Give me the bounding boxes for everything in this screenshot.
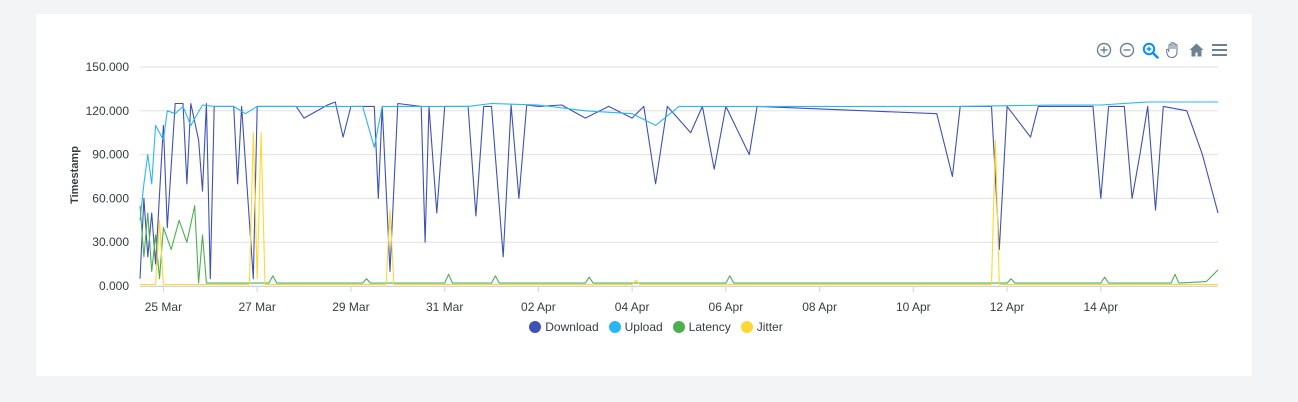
legend-item-jitter[interactable]: Jitter xyxy=(740,320,783,334)
y-axis-title: Timestamp xyxy=(69,146,81,204)
y-tick-label: 150.000 xyxy=(86,60,130,74)
series-line-download[interactable] xyxy=(139,101,1219,280)
x-tick-label: 08 Apr xyxy=(802,300,837,314)
legend-marker xyxy=(608,321,621,333)
zoom-out-icon[interactable] xyxy=(1117,41,1137,59)
chart-legend: Download Upload Latency Jitter xyxy=(0,320,1298,334)
series-line-latency[interactable] xyxy=(139,205,1219,284)
chart-toolbar xyxy=(1094,41,1229,59)
y-tick-label: 30.000 xyxy=(92,235,129,249)
legend-item-latency[interactable]: Latency xyxy=(672,320,731,334)
legend-item-download[interactable]: Download xyxy=(529,320,599,334)
legend-label: Latency xyxy=(688,320,731,334)
x-axis-ticks: 25 Mar 27 Mar 29 Mar 31 Mar 02 Apr 04 Apr 06 A… xyxy=(140,286,1218,314)
zoom-select-icon[interactable] xyxy=(1140,41,1160,59)
zoom-in-icon[interactable] xyxy=(1094,41,1114,59)
x-tick-label: 25 Mar xyxy=(145,300,182,314)
y-tick-label: 0.000 xyxy=(99,279,129,293)
home-reset-icon[interactable] xyxy=(1186,41,1206,59)
y-tick-label: 60.000 xyxy=(92,191,129,205)
series-lines[interactable] xyxy=(139,101,1219,286)
legend-marker xyxy=(740,321,753,333)
x-tick-label: 04 Apr xyxy=(615,300,650,314)
series-line-jitter[interactable] xyxy=(140,132,1218,286)
y-tick-label: 120.000 xyxy=(86,104,130,118)
grid-lines xyxy=(140,66,1218,287)
x-tick-label: 29 Mar xyxy=(332,300,369,314)
legend-label: Download xyxy=(545,320,599,334)
legend-label: Jitter xyxy=(756,320,783,334)
y-tick-label: 90.000 xyxy=(92,148,129,162)
legend-marker xyxy=(672,321,685,333)
x-tick-label: 02 Apr xyxy=(521,300,556,314)
x-tick-label: 06 Apr xyxy=(709,300,744,314)
series-line-upload[interactable] xyxy=(139,101,1218,221)
legend-item-upload[interactable]: Upload xyxy=(608,320,663,334)
chart-card xyxy=(36,14,1252,376)
x-tick-label: 12 Apr xyxy=(990,300,1025,314)
x-tick-label: 14 Apr xyxy=(1083,300,1118,314)
x-tick-label: 27 Mar xyxy=(238,300,275,314)
x-tick-label: 10 Apr xyxy=(896,300,931,314)
y-axis-ticks: 0.000 30.000 60.000 90.000 120.000 150.000 xyxy=(86,60,130,293)
pan-hand-icon[interactable] xyxy=(1163,41,1183,59)
legend-label: Upload xyxy=(624,320,663,334)
legend-marker xyxy=(529,321,542,333)
menu-icon[interactable] xyxy=(1209,41,1229,59)
x-tick-label: 31 Mar xyxy=(426,300,463,314)
